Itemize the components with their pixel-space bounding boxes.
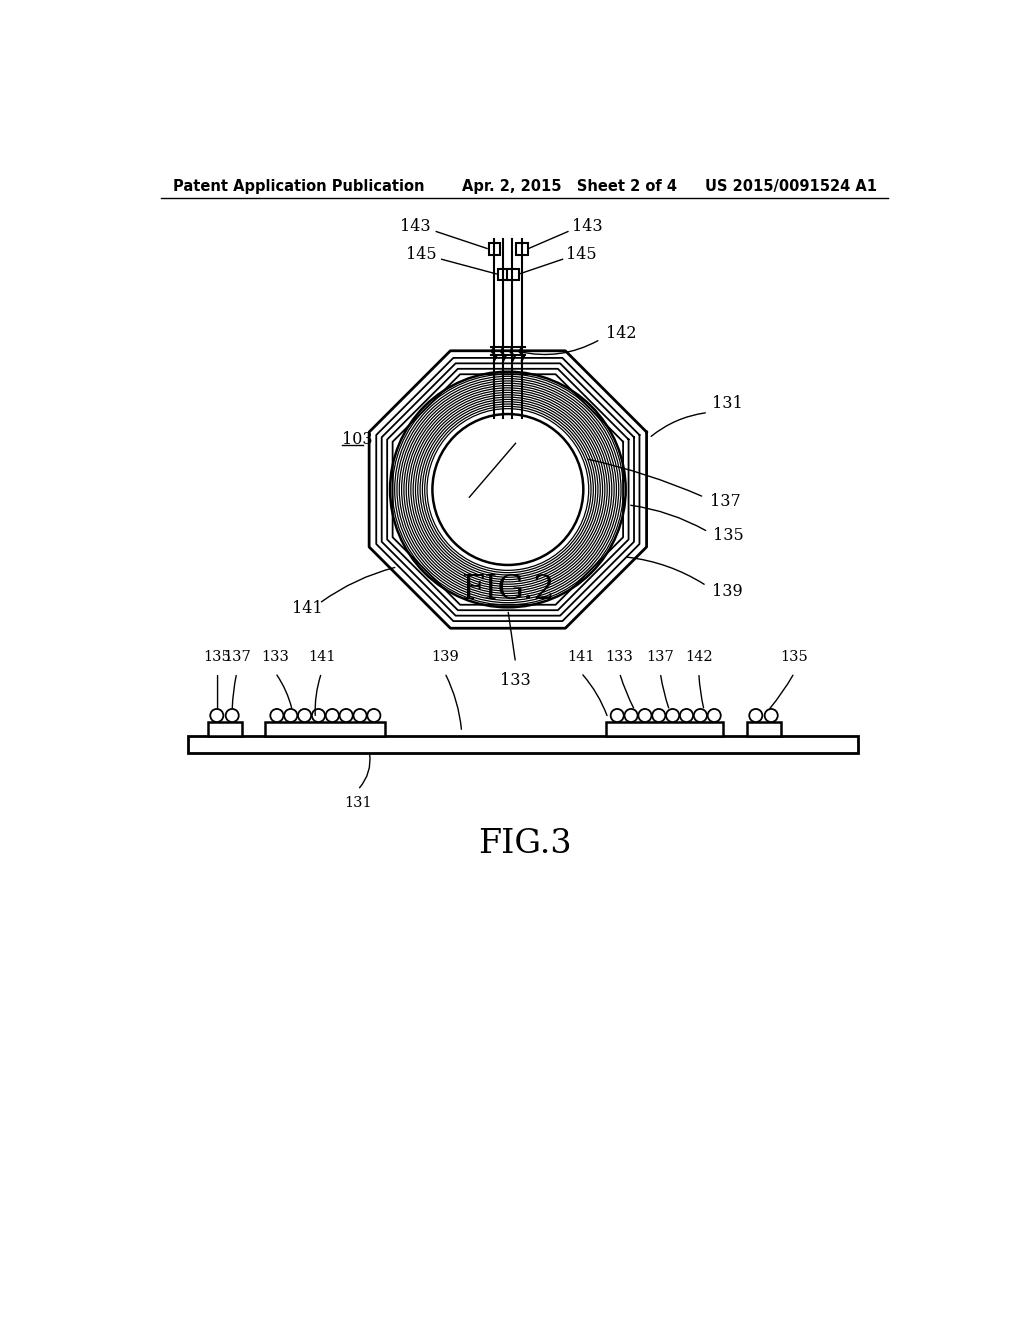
Bar <box>507 268 518 280</box>
Bar <box>498 268 509 280</box>
Bar <box>746 722 781 737</box>
Circle shape <box>708 709 721 722</box>
Text: 131: 131 <box>344 796 372 810</box>
Text: FIG.3: FIG.3 <box>478 828 571 859</box>
Bar <box>265 722 385 737</box>
Circle shape <box>652 709 666 722</box>
Bar <box>606 722 724 737</box>
Text: 137: 137 <box>646 649 674 664</box>
Circle shape <box>368 709 381 722</box>
Text: 133: 133 <box>261 649 289 664</box>
Text: 141: 141 <box>567 649 595 664</box>
Text: 131: 131 <box>712 395 742 412</box>
Circle shape <box>270 709 284 722</box>
Bar <box>516 243 528 255</box>
Text: FIG.2: FIG.2 <box>461 574 555 606</box>
Circle shape <box>340 709 352 722</box>
Text: 145: 145 <box>566 246 597 263</box>
Circle shape <box>750 709 762 722</box>
Text: 133: 133 <box>605 649 634 664</box>
Circle shape <box>353 709 367 722</box>
Circle shape <box>312 709 325 722</box>
Circle shape <box>680 709 693 722</box>
Text: 139: 139 <box>712 582 742 599</box>
Circle shape <box>610 709 624 722</box>
Circle shape <box>326 709 339 722</box>
Text: 135: 135 <box>713 527 743 544</box>
Text: 103: 103 <box>342 430 373 447</box>
Text: 143: 143 <box>571 218 602 235</box>
Circle shape <box>765 709 778 722</box>
Bar <box>188 737 858 752</box>
Text: 139: 139 <box>431 649 459 664</box>
Bar <box>488 243 500 255</box>
Circle shape <box>210 709 223 722</box>
Circle shape <box>432 414 584 565</box>
Text: 142: 142 <box>685 649 713 664</box>
Text: 143: 143 <box>400 218 431 235</box>
Circle shape <box>298 709 311 722</box>
Circle shape <box>694 709 707 722</box>
Text: 137: 137 <box>710 492 740 510</box>
Circle shape <box>285 709 297 722</box>
Bar <box>208 722 243 737</box>
Circle shape <box>666 709 679 722</box>
Circle shape <box>225 709 239 722</box>
Circle shape <box>638 709 651 722</box>
Text: 141: 141 <box>292 601 323 618</box>
Text: US 2015/0091524 A1: US 2015/0091524 A1 <box>706 180 878 194</box>
Text: 137: 137 <box>223 649 251 664</box>
Circle shape <box>625 709 638 722</box>
Text: 145: 145 <box>406 246 436 263</box>
Text: Apr. 2, 2015   Sheet 2 of 4: Apr. 2, 2015 Sheet 2 of 4 <box>462 180 677 194</box>
Text: 133: 133 <box>500 672 530 689</box>
Text: Patent Application Publication: Patent Application Publication <box>173 180 424 194</box>
Text: 135: 135 <box>204 649 231 664</box>
Text: 142: 142 <box>606 326 637 342</box>
Text: 135: 135 <box>780 649 808 664</box>
Text: 141: 141 <box>308 649 335 664</box>
